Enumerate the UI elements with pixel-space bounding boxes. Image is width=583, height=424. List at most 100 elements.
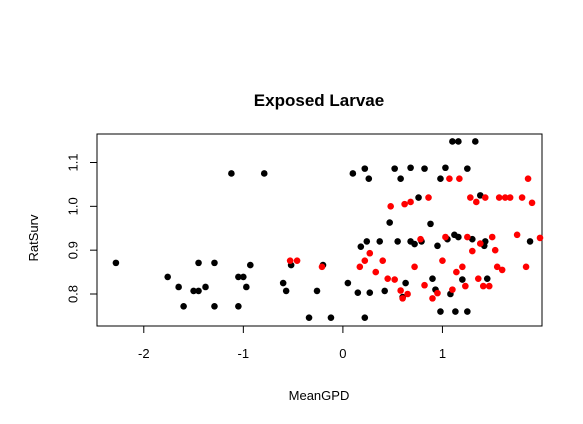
black-point (442, 164, 449, 171)
data-points (113, 138, 544, 321)
red-point (537, 235, 544, 242)
black-point (437, 175, 444, 182)
red-point (387, 203, 394, 210)
red-point (417, 236, 424, 243)
black-point (195, 288, 202, 295)
red-point (473, 199, 480, 206)
red-point (475, 275, 482, 282)
red-point (496, 194, 503, 201)
black-point (306, 314, 313, 321)
red-point (499, 267, 506, 274)
red-point (357, 264, 364, 271)
black-point (464, 165, 471, 172)
red-point (294, 257, 301, 264)
black-point (366, 289, 373, 296)
black-point (464, 308, 471, 315)
red-point (379, 257, 386, 264)
red-point (469, 248, 476, 255)
black-point (411, 241, 418, 248)
black-point (407, 164, 414, 171)
red-point (442, 234, 449, 241)
y-tick-label: 0.8 (66, 285, 81, 303)
black-point (361, 165, 368, 172)
red-point (507, 194, 514, 201)
black-point (455, 138, 462, 145)
black-point (437, 308, 444, 315)
black-point (240, 274, 247, 281)
x-tick-label: 1 (439, 346, 446, 361)
red-point (482, 194, 489, 201)
black-point (261, 170, 268, 177)
chart-title: Exposed Larvae (254, 91, 384, 110)
black-point (381, 288, 388, 295)
red-point (411, 264, 418, 271)
black-point (243, 284, 250, 291)
red-point (486, 283, 493, 290)
red-point (467, 194, 474, 201)
black-point (434, 242, 441, 249)
red-point (361, 257, 368, 264)
black-point (484, 275, 491, 282)
plot-frame (97, 134, 542, 326)
black-point (164, 274, 171, 281)
red-point (462, 283, 469, 290)
black-point (228, 170, 235, 177)
red-point (446, 175, 453, 182)
x-tick-label: 0 (339, 346, 346, 361)
black-point (449, 138, 456, 145)
black-point (452, 308, 459, 315)
red-point (449, 286, 456, 293)
black-point (421, 165, 428, 172)
red-point (489, 234, 496, 241)
x-axis: -2 -1 0 1 (138, 326, 446, 361)
red-point (453, 269, 460, 276)
red-point (425, 194, 432, 201)
black-point (402, 280, 409, 287)
red-point (492, 247, 499, 254)
black-point (355, 289, 362, 296)
red-point (459, 264, 466, 271)
red-point (366, 250, 373, 257)
red-point (525, 175, 532, 182)
y-tick-label: 0.9 (66, 241, 81, 259)
x-tick-label: -2 (138, 346, 150, 361)
red-point (372, 269, 379, 276)
black-point (180, 303, 187, 310)
black-point (427, 221, 434, 228)
x-tick-label: -1 (238, 346, 250, 361)
black-point (247, 262, 254, 269)
black-point (363, 238, 370, 245)
black-point (455, 234, 462, 241)
black-point (195, 260, 202, 267)
black-point (202, 284, 209, 291)
red-point (429, 295, 436, 302)
red-point (523, 264, 530, 271)
y-tick-label: 1.0 (66, 197, 81, 215)
black-point (397, 175, 404, 182)
black-point (394, 238, 401, 245)
red-point (439, 257, 446, 264)
y-axis: 0.8 0.9 1.0 1.1 (66, 153, 98, 303)
black-point (235, 303, 242, 310)
x-axis-label: MeanGPD (289, 388, 350, 403)
red-point (480, 283, 487, 290)
red-point (319, 264, 326, 271)
black-point (365, 175, 372, 182)
red-point (287, 257, 294, 264)
red-point (514, 232, 521, 239)
black-point (527, 238, 534, 245)
black-point (376, 238, 383, 245)
red-point (399, 295, 406, 302)
red-point (397, 287, 404, 294)
black-point (429, 275, 436, 282)
black-point (415, 194, 422, 201)
black-point (211, 303, 218, 310)
black-point (113, 260, 120, 267)
black-point (280, 280, 287, 287)
red-point (404, 291, 411, 298)
red-point (519, 194, 526, 201)
black-point (391, 165, 398, 172)
black-point (345, 280, 352, 287)
black-point (314, 288, 321, 295)
